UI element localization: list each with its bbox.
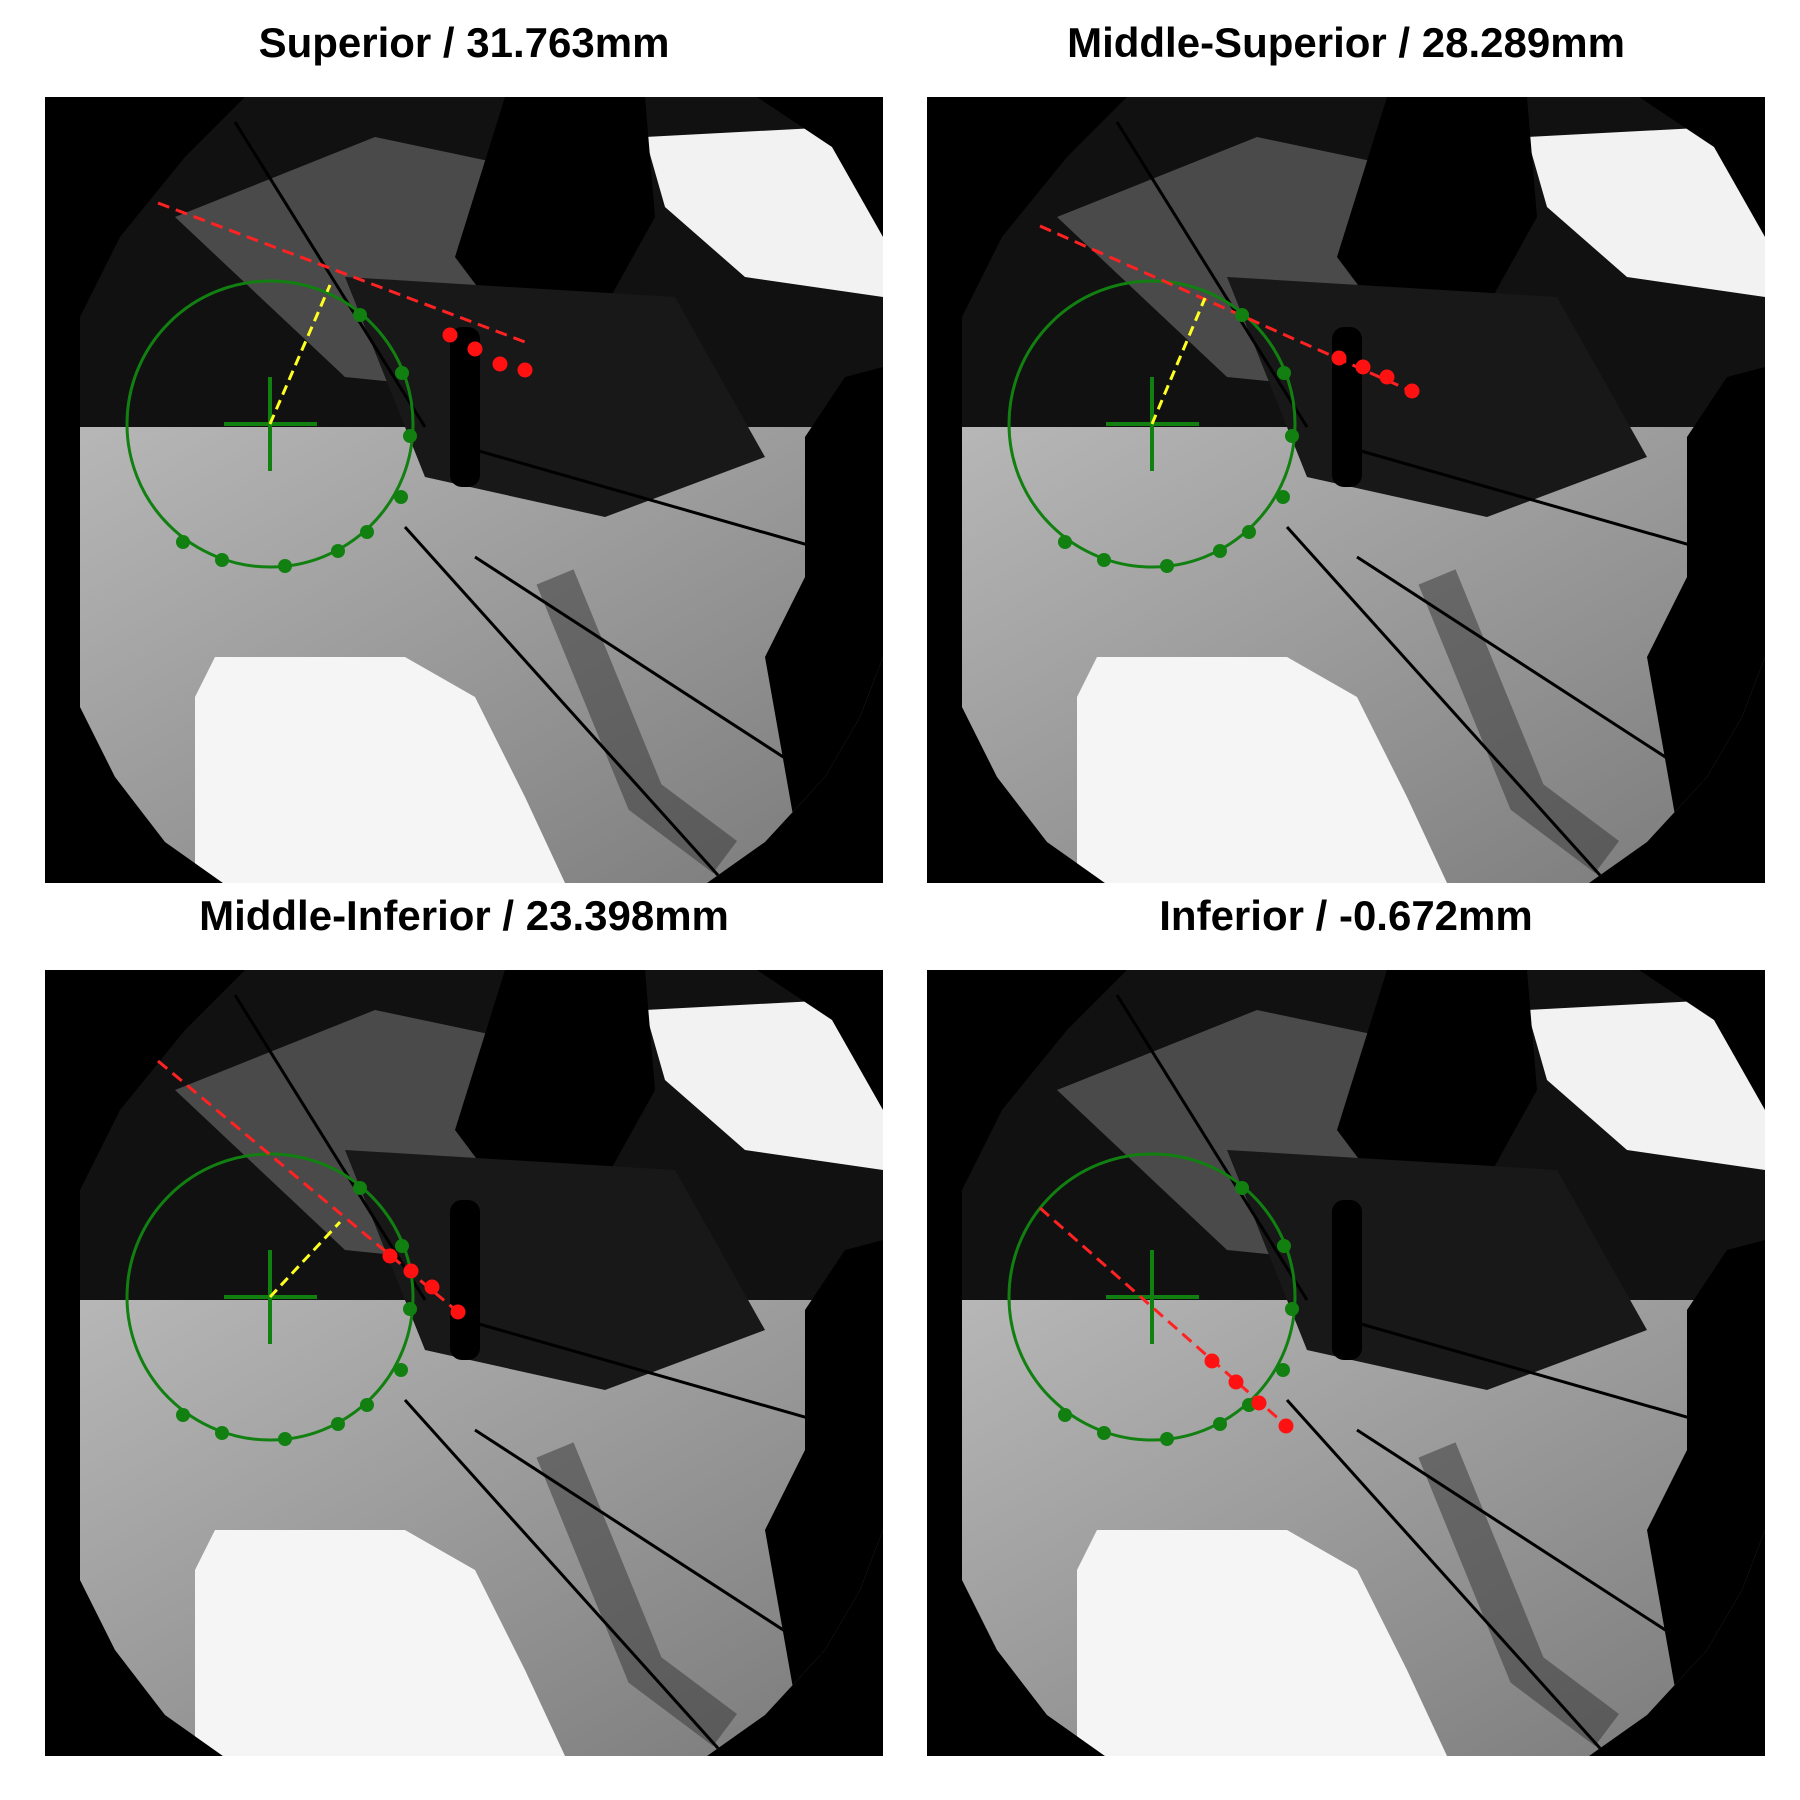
panel-title: Inferior / -0.672mm: [1159, 892, 1533, 939]
xray-background: [962, 97, 1765, 883]
panel-title: Superior / 31.763mm: [258, 19, 670, 66]
panel-title: Middle-Inferior / 23.398mm: [199, 892, 729, 939]
xray-image: [927, 970, 1765, 1756]
xray-background: [80, 970, 883, 1756]
measurement-overlay: [125, 1059, 466, 1446]
measurement-overlay: [125, 201, 533, 573]
xray-background: [962, 970, 1765, 1756]
xray-image: [927, 97, 1765, 883]
xray-image: [45, 97, 883, 883]
measurement-overlay: [1007, 1152, 1299, 1446]
xray-background: [80, 97, 883, 883]
panel-title: Middle-Superior / 28.289mm: [1067, 19, 1625, 66]
measurement-overlay: [1007, 224, 1421, 573]
xray-image: [45, 970, 883, 1756]
